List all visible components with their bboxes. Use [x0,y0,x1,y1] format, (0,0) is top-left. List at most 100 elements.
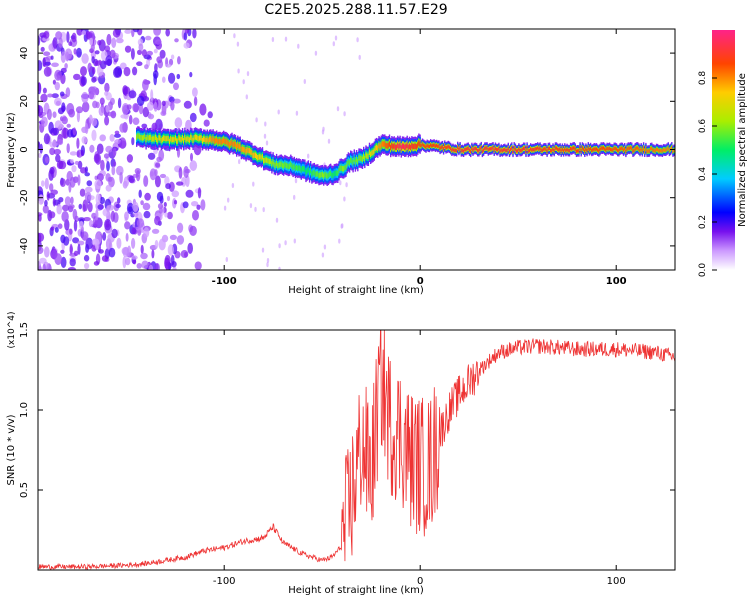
ridge-cell [275,160,278,167]
ridge-cell [444,144,446,148]
ridge-cell [351,158,353,164]
ridge-cell [462,149,465,153]
ridge-cell [324,171,326,178]
ridge-cell [397,142,399,148]
ridge-cell [466,146,468,151]
noise-speck [90,86,98,95]
ridge-cell [446,145,448,149]
ridge-cell [673,148,675,152]
noise-speck [185,189,194,198]
noise-speck [92,100,98,109]
ridge-cell [137,133,139,139]
ridge-cell [527,149,529,153]
ridge-cell [622,148,625,152]
ridge-cell [445,146,447,150]
ridge-cell [368,149,371,155]
noise-speck [43,66,52,77]
noise-speck [46,108,52,121]
ridge-cell [173,137,175,143]
noise-speck [94,179,102,190]
ridge-cell [313,169,315,176]
ridge-cell [160,137,163,144]
ridge-cell [435,143,438,148]
ridge-cell [493,148,495,152]
noise-speck [183,166,189,178]
ridge-cell [577,149,579,153]
noise-speck [231,183,235,188]
ridge-cell [600,146,602,150]
top-y-tick-label: 40 [19,47,30,60]
ridge-cell [614,146,616,151]
noise-speck [111,228,118,239]
noise-speck [358,54,361,60]
noise-speck [336,106,340,112]
noise-speck [255,117,258,123]
noise-speck [90,43,95,52]
noise-speck [105,220,110,228]
ridge-cell [307,167,310,173]
ridge-cell [524,146,526,150]
ridge-cell [325,172,327,178]
noise-speck [266,262,269,268]
ridge-cell [260,155,263,161]
noise-speck [93,261,100,266]
ridge-cell [217,139,219,145]
ridge-cell [624,147,626,151]
noise-speck [133,212,139,217]
ridge-cell [161,136,164,143]
ridge-cell [310,167,312,174]
ridge-cell [605,148,607,152]
ridge-cell [461,148,464,153]
ridge-cell [450,147,452,151]
ridge-cell [360,155,362,162]
ridge-cell [176,138,178,144]
noise-speck [55,154,61,163]
ridge-cell [158,135,160,141]
ridge-cell [233,141,235,147]
ridge-cell [595,147,598,151]
ridge-cell [391,142,393,149]
noise-speck [159,49,166,59]
ridge-cell [411,143,413,149]
noise-speck [99,174,104,181]
ridge-cell [629,146,632,150]
ridge-cell [568,149,571,153]
noise-speck [271,37,275,42]
noise-speck [124,45,132,53]
ridge-cell [145,137,147,143]
noise-speck [203,119,210,127]
ridge-cell [404,144,406,150]
ridge-cell [441,145,444,149]
ridge-cell [419,141,421,147]
ridge-cell [394,144,397,150]
noise-speck [105,184,112,192]
ridge-cell [345,164,347,170]
ridge-cell [157,138,159,144]
ridge-cell [185,137,187,143]
noise-speck [52,197,56,207]
noise-speck [155,162,161,168]
ridge-cell [246,147,248,153]
noise-speck [111,165,116,176]
noise-speck [86,180,93,187]
noise-speck [130,48,135,60]
ridge-cell [477,149,479,153]
noise-speck [190,152,193,162]
noise-speck [81,136,88,144]
noise-speck [95,209,99,221]
noise-speck [168,72,176,84]
noise-speck [332,41,335,47]
noise-speck [100,159,105,172]
noise-speck [64,63,68,69]
ridge-cell [498,146,500,151]
bottom-y-tick-label: 1.0 [19,402,30,418]
ridge-cell [138,133,140,139]
ridge-cell [550,149,552,153]
noise-speck [161,100,166,107]
noise-speck [44,246,50,258]
ridge-cell [361,156,364,162]
ridge-cell [649,147,652,151]
ridge-cell [139,134,141,141]
noise-speck [128,90,137,99]
ridge-cell [337,170,339,176]
